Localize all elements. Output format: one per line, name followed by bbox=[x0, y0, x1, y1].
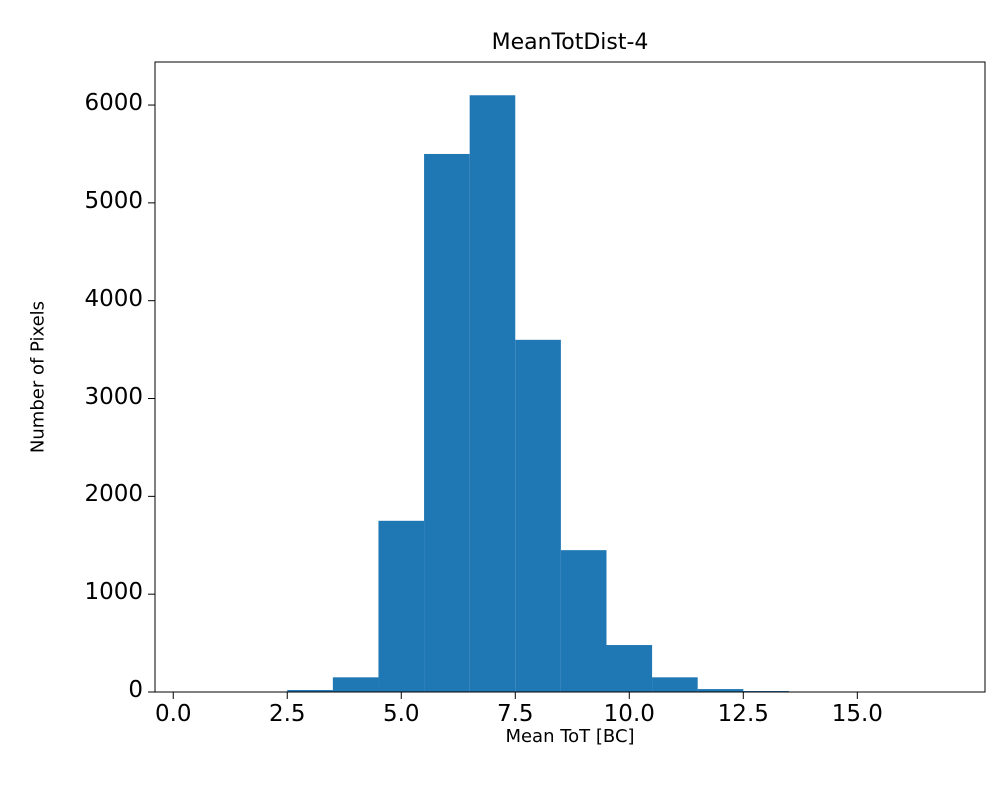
y-tick-label: 4000 bbox=[84, 285, 143, 312]
histogram-bar bbox=[287, 690, 333, 692]
histogram-bar bbox=[652, 677, 698, 692]
histogram-bar bbox=[697, 689, 744, 692]
axes-frame bbox=[154, 61, 986, 693]
x-tick-label: 10.0 bbox=[603, 701, 655, 727]
histogram-bar bbox=[560, 550, 607, 692]
histogram-bar bbox=[515, 339, 561, 692]
x-tick-label: 15.0 bbox=[831, 701, 883, 727]
y-tick-label: 3000 bbox=[84, 383, 143, 410]
histogram-bar bbox=[469, 95, 516, 693]
x-tick-label: 0.0 bbox=[154, 701, 192, 727]
histogram-bar bbox=[332, 677, 379, 692]
x-tick-label: 12.5 bbox=[717, 701, 769, 727]
x-tick-label: 5.0 bbox=[382, 701, 420, 727]
y-tick-label: 1000 bbox=[84, 579, 143, 606]
histogram-bar bbox=[424, 153, 470, 692]
y-axis-label: Number of Pixels bbox=[27, 300, 49, 454]
histogram-bar bbox=[606, 645, 653, 692]
y-tick-label: 2000 bbox=[84, 481, 143, 508]
y-tick-label: 0 bbox=[128, 677, 143, 703]
x-axis-label: Mean ToT [BC] bbox=[505, 726, 635, 747]
histogram-bar bbox=[378, 520, 425, 692]
y-tick-label: 5000 bbox=[84, 187, 143, 214]
chart-title: MeanTotDist-4 bbox=[491, 30, 649, 55]
x-tick-label: 7.5 bbox=[496, 701, 534, 727]
y-tick-label: 6000 bbox=[84, 90, 143, 117]
x-tick-label: 2.5 bbox=[268, 701, 306, 727]
